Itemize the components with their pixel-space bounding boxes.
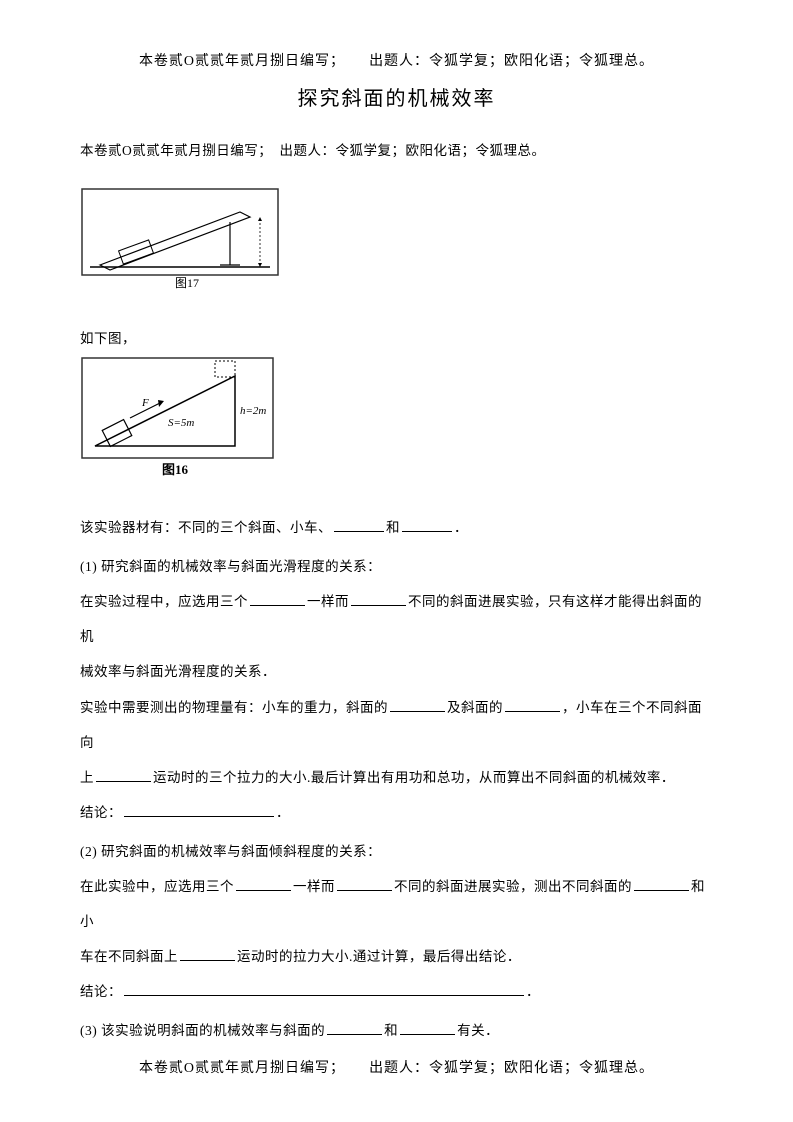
blank-input[interactable] <box>250 593 305 607</box>
header-line: 本卷贰O贰贰年贰月捌日编写； 出题人：令狐学复；欧阳化语；令狐理总。 <box>80 50 713 70</box>
blank-input[interactable] <box>124 803 274 817</box>
blank-input[interactable] <box>634 878 689 892</box>
q1-paragraph-1b: 械效率与斜面光滑程度的关系． <box>80 654 713 689</box>
below-figure-text: 如下图， <box>80 321 713 356</box>
q1-paragraph-1: 在实验过程中，应选用三个一样而不同的斜面进展实验，只有这样才能得出斜面的机 <box>80 584 713 654</box>
q2-paragraph-1: 在此实验中，应选用三个一样而不同的斜面进展实验，测出不同斜面的和小 <box>80 869 713 939</box>
blank-input[interactable] <box>236 878 291 892</box>
blank-input[interactable] <box>334 519 384 533</box>
triangle-diagram-icon: F S=5m h=2m 图16 <box>80 356 275 481</box>
height-label: h=2m <box>240 405 266 417</box>
inclined-plane-icon: 图17 <box>80 187 280 292</box>
q1-paragraph-2: 实验中需要测出的物理量有：小车的重力，斜面的及斜面的，小车在三个不同斜面向 <box>80 690 713 760</box>
materials-end: ． <box>454 520 468 535</box>
header-authors: 出题人：令狐学复；欧阳化语；令狐理总。 <box>369 54 654 69</box>
blank-input[interactable] <box>351 593 406 607</box>
blank-input[interactable] <box>505 698 560 712</box>
q1-conclusion: 结论：． <box>80 795 713 830</box>
q3-paragraph: (3) 该实验说明斜面的机械效率与斜面的和有关． <box>80 1013 713 1048</box>
blank-input[interactable] <box>96 768 151 782</box>
q2-conclusion: 结论：． <box>80 974 713 1009</box>
q1-heading: (1) 研究斜面的机械效率与斜面光滑程度的关系： <box>80 549 713 584</box>
blank-input[interactable] <box>180 948 235 962</box>
figure-16-caption: 图16 <box>162 462 189 477</box>
blank-input[interactable] <box>327 1022 382 1036</box>
figure-17: 图17 <box>80 187 713 297</box>
figure-17-caption: 图17 <box>175 276 199 290</box>
materials-pre: 该实验器材有：不同的三个斜面、小车、 <box>80 520 332 535</box>
q1-paragraph-2b: 上运动时的三个拉力的大小.最后计算出有用功和总功，从而算出不同斜面的机械效率． <box>80 760 713 795</box>
q2-paragraph-1b: 车在不同斜面上运动时的拉力大小.通过计算，最后得出结论． <box>80 939 713 974</box>
footer-authors: 出题人：令狐学复；欧阳化语；令狐理总。 <box>369 1061 654 1076</box>
blank-input[interactable] <box>390 698 445 712</box>
blank-input[interactable] <box>124 983 524 997</box>
figure-16: F S=5m h=2m 图16 <box>80 356 713 486</box>
length-label: S=5m <box>168 417 194 429</box>
blank-input[interactable] <box>337 878 392 892</box>
materials-mid: 和 <box>386 520 400 535</box>
q2-heading: (2) 研究斜面的机械效率与斜面倾斜程度的关系： <box>80 834 713 869</box>
header-compiled: 本卷贰O贰贰年贰月捌日编写； <box>139 54 345 69</box>
footer-compiled: 本卷贰O贰贰年贰月捌日编写； <box>139 1061 345 1076</box>
page-title: 探究斜面的机械效率 <box>80 82 713 111</box>
blank-input[interactable] <box>402 519 452 533</box>
blank-input[interactable] <box>400 1022 455 1036</box>
info-line: 本卷贰O贰贰年贰月捌日编写； 出题人：令狐学复；欧阳化语；令狐理总。 <box>80 139 713 159</box>
footer-line: 本卷贰O贰贰年贰月捌日编写； 出题人：令狐学复；欧阳化语；令狐理总。 <box>0 1057 793 1077</box>
force-label: F <box>141 397 149 409</box>
materials-line: 该实验器材有：不同的三个斜面、小车、 和 ． <box>80 510 713 545</box>
